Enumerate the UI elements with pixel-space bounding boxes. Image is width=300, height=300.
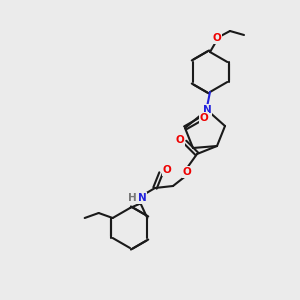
Text: O: O bbox=[213, 33, 221, 43]
Text: O: O bbox=[163, 165, 171, 175]
Text: O: O bbox=[183, 167, 191, 177]
Text: O: O bbox=[200, 113, 208, 123]
Text: N: N bbox=[202, 105, 211, 115]
Text: H: H bbox=[128, 193, 136, 203]
Text: O: O bbox=[176, 135, 184, 145]
Text: N: N bbox=[138, 193, 146, 203]
